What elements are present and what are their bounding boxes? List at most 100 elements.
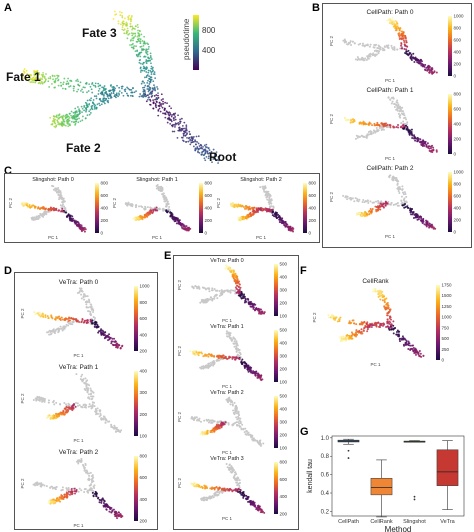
subplot-title: VeTra: Path 1 — [210, 324, 243, 330]
colorbar-tick: 600 — [454, 194, 462, 199]
outlier-point — [347, 449, 350, 452]
colorbar-tick: 0 — [101, 231, 104, 236]
outlier-point — [347, 457, 350, 459]
colorbar — [199, 183, 203, 233]
x-tick-label: Slingshot — [403, 519, 426, 525]
colorbar-tick: 100 — [280, 446, 288, 451]
colorbar-tick: 800 — [454, 182, 462, 187]
pc2-axis-label: PC 2 — [329, 113, 334, 124]
x-tick-label: VeTra — [440, 519, 455, 525]
colorbar-tick: 800 — [454, 92, 462, 97]
pc1-axis-label: PC 1 — [73, 523, 84, 528]
pc1-axis-label: PC 1 — [385, 156, 396, 161]
panel-e-frame — [173, 255, 299, 530]
colorbar-tick: 0 — [205, 231, 208, 236]
box-vetra — [436, 440, 459, 510]
subplot-title: CellPath: Path 2 — [367, 165, 414, 172]
trajectory-cells — [343, 96, 438, 154]
subplot-title: VeTra: Path 1 — [59, 364, 99, 371]
colorbar-tick: 800 — [140, 300, 148, 305]
pc1-axis-label: PC 1 — [152, 235, 163, 240]
colorbar-tick: 100 — [280, 380, 288, 385]
subplot-title: VeTra: Path 0 — [59, 279, 99, 286]
colorbar-tick: 500 — [442, 336, 450, 341]
colorbar-tick: 400 — [205, 206, 213, 211]
colorbar — [303, 183, 307, 233]
panel-label-g: G — [300, 426, 309, 438]
pc2-axis-label: PC 2 — [216, 197, 221, 208]
colorbar-tick: 200 — [205, 218, 213, 223]
colorbar-tick: 200 — [140, 349, 148, 354]
panel-a-colorbar — [193, 15, 199, 70]
subplot-title: CellRank — [362, 278, 389, 285]
pc2-axis-label: PC 2 — [177, 345, 182, 356]
colorbar — [274, 264, 278, 316]
x-tick-label: CellRank — [370, 519, 393, 525]
panel-label-f: F — [300, 265, 307, 277]
colorbar-tick: 0 — [454, 152, 457, 157]
colorbar-tick: 200 — [280, 512, 288, 517]
panel-label-e: E — [164, 250, 172, 262]
subplot-title: VeTra: Path 2 — [210, 390, 243, 396]
root-label: Root — [209, 150, 237, 164]
colorbar-tick: 600 — [140, 475, 148, 480]
colorbar-tick: 0 — [309, 231, 312, 236]
panel-label-c: C — [4, 165, 12, 177]
colorbar-tick: 300 — [280, 420, 288, 425]
colorbar-tick: 400 — [454, 206, 462, 211]
colorbar-tick: 750 — [442, 325, 450, 330]
trajectory-cells — [22, 10, 221, 164]
colorbar-tick: 600 — [280, 477, 288, 482]
colorbar-tick: 200 — [140, 519, 148, 524]
y-tick-label: 1.0 — [321, 436, 330, 442]
colorbar-tick: 250 — [442, 347, 450, 352]
plot-area — [331, 435, 465, 517]
colorbar-tick: 800 — [280, 460, 288, 465]
trajectory-cells — [32, 373, 123, 434]
colorbar-tick: 800 — [202, 26, 216, 35]
colorbar-tick: 400 — [140, 332, 148, 337]
trajectory-cells — [33, 287, 124, 350]
colorbar — [448, 94, 452, 154]
colorbar-tick: 300 — [280, 288, 288, 293]
colorbar-tick: 300 — [280, 354, 288, 359]
trajectory-cells — [342, 16, 438, 75]
colorbar-tick: 100 — [280, 314, 288, 319]
pc1-axis-label: PC 1 — [385, 78, 396, 83]
trajectory-cells — [32, 457, 124, 520]
pc1-axis-label: PC 1 — [256, 235, 267, 240]
subplot-title: Slingshot: Path 0 — [32, 177, 74, 183]
trajectory-cells — [190, 396, 265, 447]
panel-b-frame — [322, 3, 472, 248]
colorbar-tick: 200 — [101, 218, 109, 223]
colorbar-tick: 0 — [454, 74, 457, 79]
pc1-axis-label: PC 1 — [222, 384, 233, 389]
trajectory-cells — [327, 287, 425, 358]
y-tick-label: 0.6 — [321, 473, 330, 479]
colorbar-tick: 500 — [280, 262, 288, 267]
colorbar-tick: 600 — [140, 316, 148, 321]
trajectory-cells — [20, 184, 87, 233]
colorbar-tick: 200 — [280, 433, 288, 438]
pc1-axis-label: PC 1 — [48, 235, 59, 240]
pc2-axis-label: PC 2 — [112, 197, 117, 208]
colorbar-tick: 200 — [140, 412, 148, 417]
colorbar-tick: 400 — [280, 341, 288, 346]
panel-label-a: A — [4, 2, 12, 14]
colorbar-tick: 1250 — [442, 304, 453, 309]
colorbar-tick: 1000 — [140, 284, 151, 289]
y-tick-label: 0.4 — [321, 491, 330, 497]
colorbar-tick: 400 — [140, 369, 148, 374]
subplot-title: Slingshot: Path 1 — [136, 177, 178, 183]
colorbar-tick: 0 — [454, 230, 457, 235]
panel-label-b: B — [312, 2, 320, 14]
trajectory-cells — [342, 174, 437, 230]
panel-label-d: D — [4, 265, 12, 277]
colorbar-tick: 200 — [280, 301, 288, 306]
y-axis-label: kendall tau — [307, 459, 314, 493]
colorbar — [448, 16, 452, 76]
colorbar — [134, 286, 138, 351]
trajectory-cells — [191, 264, 266, 315]
colorbar-tick: 800 — [101, 181, 109, 186]
trajectory-cells — [124, 184, 192, 232]
